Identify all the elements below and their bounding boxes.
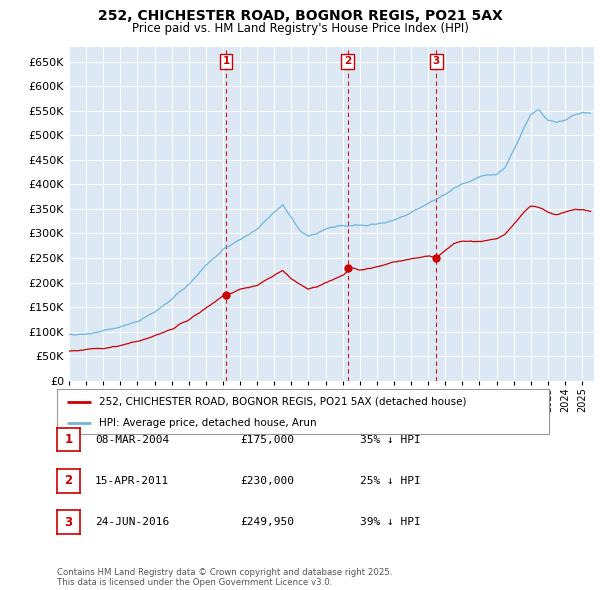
Text: 2: 2 [344, 56, 351, 66]
Text: 35% ↓ HPI: 35% ↓ HPI [360, 435, 421, 444]
Text: 3: 3 [433, 56, 440, 66]
Text: 15-APR-2011: 15-APR-2011 [95, 476, 169, 486]
Text: 3: 3 [64, 516, 73, 529]
Text: 252, CHICHESTER ROAD, BOGNOR REGIS, PO21 5AX: 252, CHICHESTER ROAD, BOGNOR REGIS, PO21… [98, 9, 502, 23]
Text: £249,950: £249,950 [240, 517, 294, 527]
Text: 08-MAR-2004: 08-MAR-2004 [95, 435, 169, 444]
Text: 39% ↓ HPI: 39% ↓ HPI [360, 517, 421, 527]
Text: Contains HM Land Registry data © Crown copyright and database right 2025.
This d: Contains HM Land Registry data © Crown c… [57, 568, 392, 587]
Text: 2: 2 [64, 474, 73, 487]
Text: £230,000: £230,000 [240, 476, 294, 486]
Text: 1: 1 [223, 56, 230, 66]
Text: 252, CHICHESTER ROAD, BOGNOR REGIS, PO21 5AX (detached house): 252, CHICHESTER ROAD, BOGNOR REGIS, PO21… [99, 397, 466, 407]
Text: 25% ↓ HPI: 25% ↓ HPI [360, 476, 421, 486]
Text: 24-JUN-2016: 24-JUN-2016 [95, 517, 169, 527]
Text: HPI: Average price, detached house, Arun: HPI: Average price, detached house, Arun [99, 418, 316, 428]
Text: Price paid vs. HM Land Registry's House Price Index (HPI): Price paid vs. HM Land Registry's House … [131, 22, 469, 35]
Text: £175,000: £175,000 [240, 435, 294, 444]
Text: 1: 1 [64, 433, 73, 446]
